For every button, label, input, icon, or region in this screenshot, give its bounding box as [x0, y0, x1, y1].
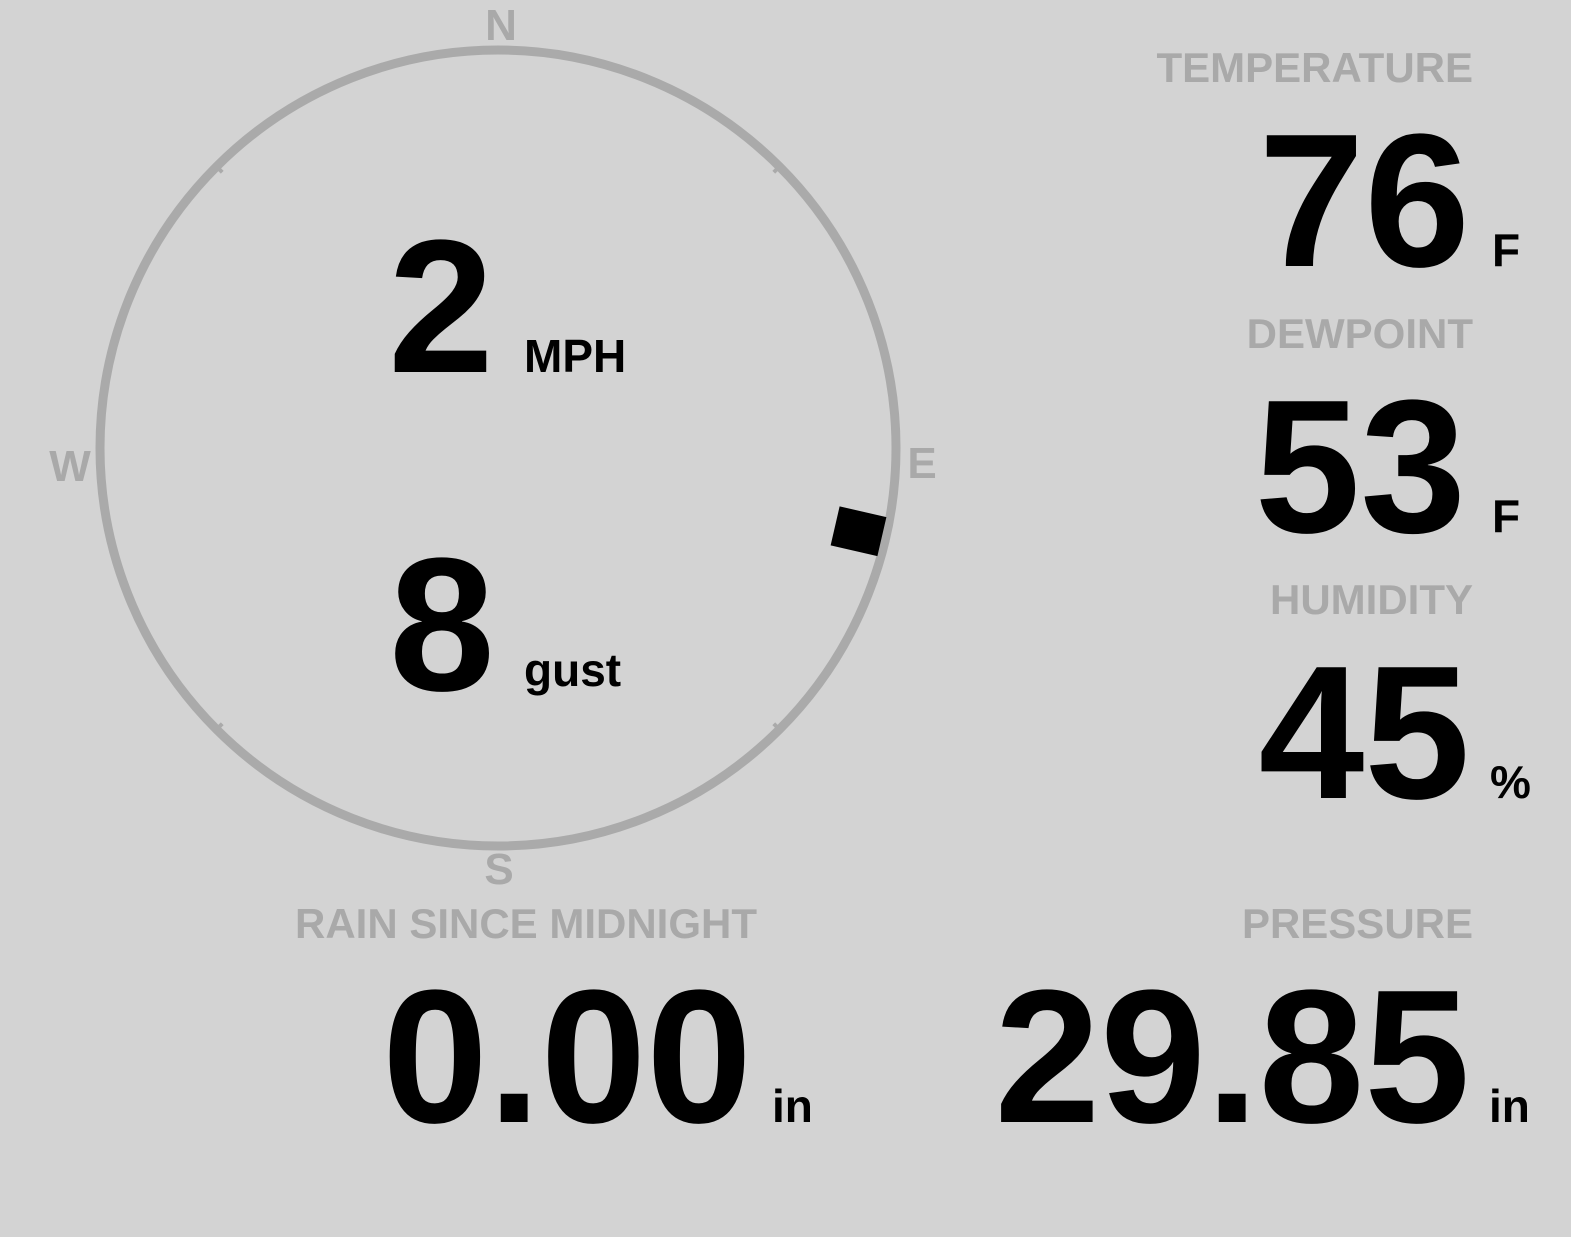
wind-speed-value: 2 [388, 201, 494, 413]
rain-value: 0.00 [382, 951, 752, 1163]
humidity-unit: % [1490, 756, 1531, 808]
rain-panel: RAIN SINCE MIDNIGHT 0.00 in [295, 900, 813, 1163]
compass-ring [95, 45, 901, 851]
compass-west: W [49, 442, 91, 491]
compass-east: E [907, 439, 936, 488]
pressure-unit: in [1489, 1080, 1530, 1132]
dewpoint-label: DEWPOINT [1247, 310, 1474, 357]
wind-speed-unit: MPH [524, 330, 626, 382]
wind-compass: N E S W 2 MPH 8 gust [49, 1, 936, 894]
dewpoint-value: 53 [1255, 361, 1466, 573]
wind-gust-unit: gust [524, 644, 621, 696]
wind-direction-marker [830, 506, 887, 557]
temperature-unit: F [1492, 224, 1520, 276]
compass-tick [212, 162, 224, 174]
compass-ticks [212, 162, 784, 734]
temperature-value: 76 [1259, 95, 1470, 307]
compass-tick [772, 162, 784, 174]
compass-tick [212, 722, 224, 734]
dewpoint-panel: DEWPOINT 53 F [1247, 310, 1520, 573]
humidity-label: HUMIDITY [1270, 576, 1473, 623]
rain-unit: in [772, 1080, 813, 1132]
temperature-label: TEMPERATURE [1156, 44, 1473, 91]
humidity-value: 45 [1259, 627, 1470, 839]
pressure-value: 29.85 [995, 951, 1470, 1163]
compass-south: S [484, 845, 513, 894]
wind-gust-value: 8 [389, 519, 495, 731]
humidity-panel: HUMIDITY 45 % [1259, 576, 1531, 839]
pressure-panel: PRESSURE 29.85 in [995, 900, 1530, 1163]
dewpoint-unit: F [1492, 490, 1520, 542]
pressure-label: PRESSURE [1242, 900, 1473, 947]
compass-tick [772, 722, 784, 734]
rain-label: RAIN SINCE MIDNIGHT [295, 900, 757, 947]
temperature-panel: TEMPERATURE 76 F [1156, 44, 1520, 307]
compass-north: N [485, 1, 517, 50]
